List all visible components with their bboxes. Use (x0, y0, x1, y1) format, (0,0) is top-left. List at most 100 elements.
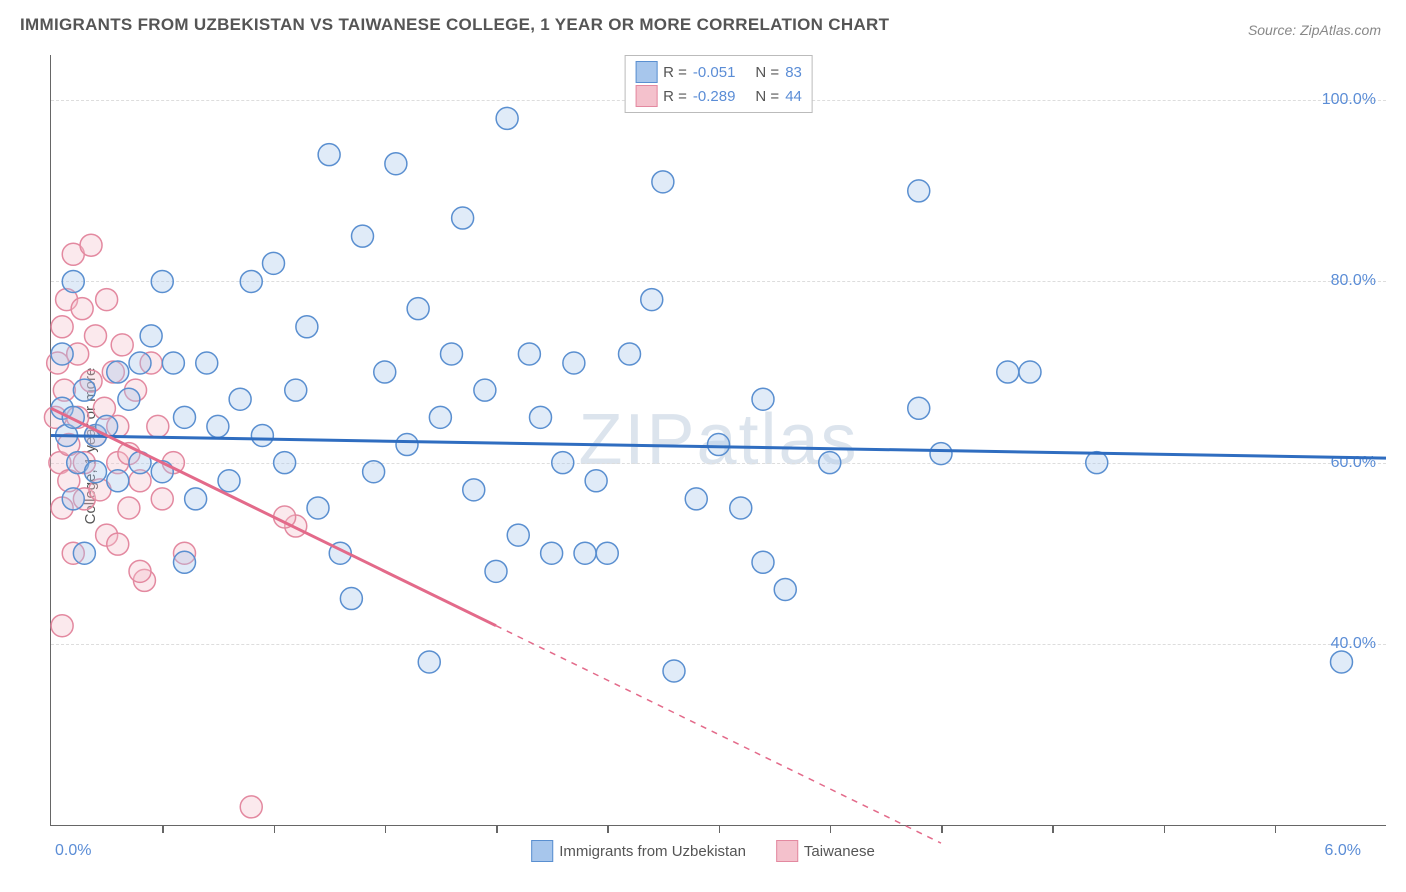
scatter-point (507, 524, 529, 546)
scatter-point (240, 270, 262, 292)
chart-title: IMMIGRANTS FROM UZBEKISTAN VS TAIWANESE … (20, 15, 889, 35)
scatter-point (541, 542, 563, 564)
scatter-point (774, 578, 796, 600)
scatter-point (641, 289, 663, 311)
scatter-point (908, 180, 930, 202)
legend-swatch-series2 (635, 85, 657, 107)
scatter-point (174, 551, 196, 573)
scatter-point (196, 352, 218, 374)
series-legend: Immigrants from Uzbekistan Taiwanese (531, 840, 875, 862)
scatter-point (80, 234, 102, 256)
legend-swatch-series2 (776, 840, 798, 862)
scatter-point (251, 424, 273, 446)
scatter-point (162, 352, 184, 374)
scatter-point (85, 461, 107, 483)
scatter-point (552, 452, 574, 474)
legend-r-value-series2: -0.289 (693, 88, 736, 105)
scatter-point (997, 361, 1019, 383)
scatter-point (73, 542, 95, 564)
scatter-point (418, 651, 440, 673)
scatter-point (352, 225, 374, 247)
scatter-plot-svg (51, 55, 1386, 825)
scatter-point (147, 415, 169, 437)
legend-row-series2: R = -0.289 N = 44 (635, 84, 802, 108)
scatter-point (652, 171, 674, 193)
scatter-point (107, 361, 129, 383)
scatter-point (340, 588, 362, 610)
scatter-point (730, 497, 752, 519)
scatter-point (596, 542, 618, 564)
scatter-point (407, 298, 429, 320)
scatter-point (107, 470, 129, 492)
scatter-point (263, 252, 285, 274)
scatter-point (107, 533, 129, 555)
legend-n-label: N = (755, 88, 779, 105)
scatter-point (563, 352, 585, 374)
source-label: Source: (1248, 22, 1296, 38)
scatter-point (185, 488, 207, 510)
scatter-point (485, 560, 507, 582)
scatter-point (240, 796, 262, 818)
scatter-point (1019, 361, 1041, 383)
scatter-point (296, 316, 318, 338)
legend-label-series2: Taiwanese (804, 843, 875, 860)
x-min-label: 0.0% (55, 842, 91, 860)
scatter-point (385, 153, 407, 175)
source-attribution: Source: ZipAtlas.com (1248, 22, 1381, 38)
legend-r-label: R = (663, 88, 687, 105)
scatter-point (819, 452, 841, 474)
scatter-point (218, 470, 240, 492)
scatter-point (129, 560, 151, 582)
scatter-point (151, 270, 173, 292)
scatter-point (118, 388, 140, 410)
scatter-point (363, 461, 385, 483)
x-max-label: 6.0% (1325, 842, 1361, 860)
scatter-point (1331, 651, 1353, 673)
scatter-point (285, 379, 307, 401)
scatter-point (663, 660, 685, 682)
scatter-point (585, 470, 607, 492)
scatter-point (62, 270, 84, 292)
scatter-point (1086, 452, 1108, 474)
scatter-point (51, 316, 73, 338)
scatter-point (111, 334, 133, 356)
scatter-point (140, 325, 162, 347)
scatter-point (62, 406, 84, 428)
scatter-point (318, 144, 340, 166)
scatter-point (174, 406, 196, 428)
scatter-point (452, 207, 474, 229)
scatter-point (429, 406, 451, 428)
scatter-point (463, 479, 485, 501)
scatter-point (441, 343, 463, 365)
scatter-point (85, 325, 107, 347)
scatter-point (752, 551, 774, 573)
scatter-point (307, 497, 329, 519)
scatter-point (474, 379, 496, 401)
legend-n-value-series2: 44 (785, 88, 802, 105)
scatter-point (530, 406, 552, 428)
scatter-point (129, 352, 151, 374)
correlation-legend: R = -0.051 N = 83 R = -0.289 N = 44 (624, 55, 813, 113)
scatter-point (96, 289, 118, 311)
scatter-point (708, 434, 730, 456)
legend-swatch-series1 (635, 61, 657, 83)
scatter-point (51, 615, 73, 637)
scatter-point (908, 397, 930, 419)
scatter-point (930, 443, 952, 465)
legend-label-series1: Immigrants from Uzbekistan (559, 843, 746, 860)
legend-r-value-series1: -0.051 (693, 64, 736, 81)
scatter-point (207, 415, 229, 437)
legend-n-label: N = (755, 64, 779, 81)
scatter-point (396, 434, 418, 456)
trend-line-extrapolated (496, 626, 941, 843)
scatter-point (71, 298, 93, 320)
scatter-point (51, 343, 73, 365)
scatter-point (496, 107, 518, 129)
plot-area: ZIPatlas 40.0%60.0%80.0%100.0% R = -0.05… (50, 55, 1386, 826)
scatter-point (118, 497, 140, 519)
scatter-point (151, 488, 173, 510)
scatter-point (619, 343, 641, 365)
scatter-point (685, 488, 707, 510)
legend-swatch-series1 (531, 840, 553, 862)
scatter-point (229, 388, 251, 410)
